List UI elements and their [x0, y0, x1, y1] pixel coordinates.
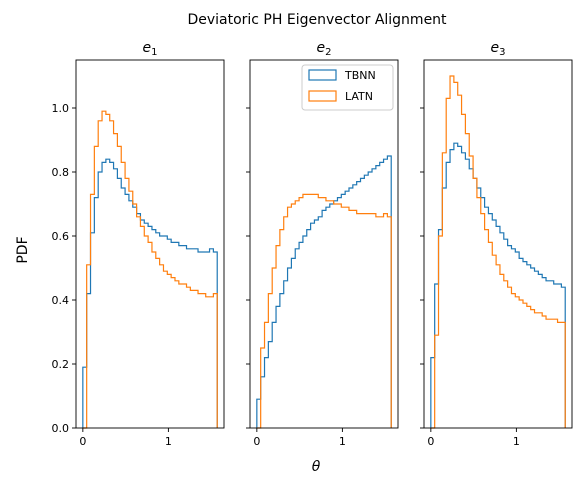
x-axis-label: θ [312, 459, 321, 475]
series-latn-e3 [430, 75, 566, 429]
axes-frame [75, 59, 225, 429]
x-tick-label: 0 [79, 435, 86, 448]
axes-frame [249, 59, 399, 429]
series-tbnn-e3 [430, 142, 566, 428]
series-tbnn-e1 [82, 158, 218, 428]
subplot-e1: 0.0 0.2 0.4 0.6 0.8 1.0 0 1 e1 [52, 40, 225, 448]
y-tick-label: 0.8 [52, 166, 70, 179]
series-latn-e2 [256, 193, 392, 429]
y-tick-label: 1.0 [52, 102, 70, 115]
x-tick-label: 0 [427, 435, 434, 448]
legend-swatch-latn [308, 90, 337, 102]
y-tick-label: 0.0 [52, 422, 70, 435]
legend-label-latn: LATN [345, 90, 373, 103]
figure-suptitle: Deviatoric PH Eigenvector Alignment [187, 12, 447, 28]
y-axis-label: PDF [15, 236, 31, 263]
subplot-e2: 0 1 e2 TBNN LATN [246, 40, 399, 448]
x-tick-label: 1 [339, 435, 346, 448]
series-latn-e1 [82, 110, 218, 429]
y-tick-label: 0.2 [52, 358, 70, 371]
subplot-title: e3 [491, 40, 506, 58]
series-tbnn-e2 [256, 155, 392, 428]
subplot-e3: 0 1 e3 [420, 40, 573, 448]
y-tick-label: 0.6 [52, 230, 70, 243]
subplots-container: 0.0 0.2 0.4 0.6 0.8 1.0 0 1 e1 0 1 e2 TBNN LATN 0 1 e3 [52, 40, 573, 448]
legend-box [301, 64, 394, 111]
legend: TBNN LATN [301, 64, 394, 111]
x-tick-label: 1 [165, 435, 172, 448]
y-tick-label: 0.4 [52, 294, 70, 307]
x-tick-label: 1 [513, 435, 520, 448]
x-tick-label: 0 [253, 435, 260, 448]
legend-label-tbnn: TBNN [344, 69, 376, 82]
axes-frame [423, 59, 573, 429]
subplot-title: e1 [143, 40, 158, 58]
legend-swatch-tbnn [308, 69, 337, 81]
subplot-title: e2 [317, 40, 332, 58]
